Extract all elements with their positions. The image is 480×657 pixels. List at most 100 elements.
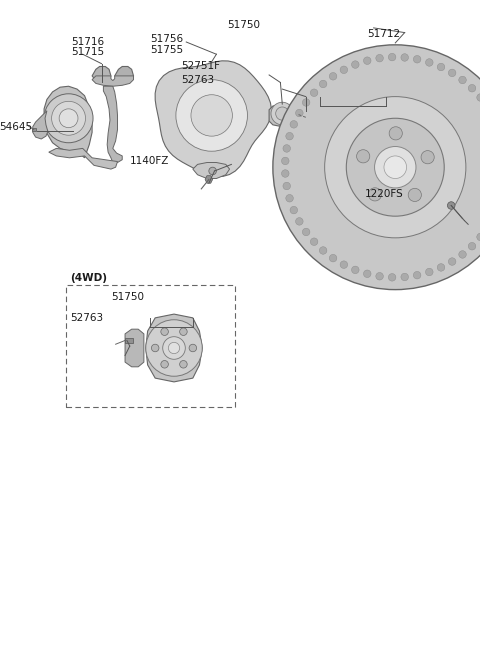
Circle shape (336, 110, 360, 134)
Text: 51750: 51750 (228, 20, 261, 30)
Circle shape (151, 344, 159, 351)
Text: 51716: 51716 (72, 37, 105, 47)
Text: 52763: 52763 (71, 313, 104, 323)
Polygon shape (312, 89, 320, 155)
Circle shape (176, 79, 248, 151)
Circle shape (468, 242, 476, 250)
Circle shape (477, 233, 480, 240)
Circle shape (329, 254, 337, 262)
Polygon shape (125, 329, 144, 367)
Circle shape (413, 55, 421, 63)
Circle shape (459, 251, 466, 258)
Circle shape (168, 342, 180, 353)
Polygon shape (320, 86, 376, 158)
Circle shape (426, 58, 433, 66)
Circle shape (52, 101, 85, 135)
Text: 1140FZ: 1140FZ (130, 156, 169, 166)
Text: 52763: 52763 (181, 75, 215, 85)
Circle shape (374, 147, 416, 188)
Text: 51750: 51750 (111, 292, 144, 302)
Circle shape (355, 136, 362, 144)
Text: 1220FS: 1220FS (365, 189, 404, 198)
Circle shape (401, 273, 408, 281)
Polygon shape (92, 76, 133, 86)
Circle shape (334, 136, 342, 144)
Circle shape (286, 133, 293, 140)
Circle shape (329, 72, 337, 80)
Polygon shape (205, 175, 213, 183)
Circle shape (191, 95, 232, 136)
Circle shape (437, 263, 445, 271)
Circle shape (408, 189, 421, 202)
Circle shape (282, 170, 289, 177)
Circle shape (163, 336, 185, 359)
Circle shape (282, 157, 289, 165)
Polygon shape (146, 314, 202, 382)
Circle shape (413, 271, 421, 279)
Polygon shape (44, 86, 92, 158)
Circle shape (286, 194, 293, 202)
Text: 54645: 54645 (0, 122, 33, 132)
Circle shape (324, 118, 331, 125)
Circle shape (276, 107, 289, 120)
Circle shape (59, 109, 78, 127)
Polygon shape (155, 61, 271, 177)
Circle shape (340, 261, 348, 269)
Text: 52751F: 52751F (181, 62, 220, 72)
Circle shape (290, 121, 298, 128)
Circle shape (477, 94, 480, 101)
Polygon shape (92, 66, 111, 83)
Circle shape (351, 61, 359, 68)
Circle shape (365, 118, 372, 125)
Text: 51715: 51715 (72, 47, 105, 57)
Circle shape (283, 182, 290, 190)
Circle shape (459, 76, 466, 83)
Circle shape (376, 273, 384, 280)
Circle shape (388, 273, 396, 281)
Circle shape (319, 80, 327, 88)
Circle shape (180, 361, 187, 368)
Text: 51755: 51755 (150, 45, 183, 55)
Circle shape (448, 258, 456, 265)
Circle shape (376, 55, 384, 62)
Circle shape (302, 99, 310, 106)
Circle shape (296, 217, 303, 225)
Circle shape (311, 89, 318, 97)
Polygon shape (32, 127, 36, 131)
Circle shape (189, 344, 197, 351)
Circle shape (340, 66, 348, 74)
Circle shape (209, 168, 216, 175)
Circle shape (273, 45, 480, 290)
Circle shape (271, 102, 294, 125)
Polygon shape (103, 86, 122, 162)
Circle shape (437, 63, 445, 71)
Circle shape (318, 92, 378, 152)
Polygon shape (193, 162, 229, 179)
Circle shape (351, 266, 359, 273)
Text: 51756: 51756 (150, 34, 183, 44)
Circle shape (334, 101, 342, 108)
Circle shape (448, 69, 456, 77)
Polygon shape (125, 338, 132, 344)
Circle shape (426, 268, 433, 276)
Circle shape (44, 94, 93, 143)
Circle shape (319, 247, 327, 254)
Polygon shape (303, 114, 309, 120)
Circle shape (468, 85, 476, 92)
Circle shape (290, 206, 298, 214)
Circle shape (388, 53, 396, 61)
Circle shape (146, 320, 202, 376)
Circle shape (342, 116, 355, 129)
Text: 51712: 51712 (367, 30, 400, 39)
Circle shape (447, 202, 455, 210)
Polygon shape (115, 66, 133, 83)
Circle shape (180, 328, 187, 336)
Circle shape (324, 97, 466, 238)
Circle shape (161, 328, 168, 336)
Circle shape (346, 118, 444, 216)
Circle shape (363, 270, 371, 277)
Polygon shape (49, 148, 118, 169)
Circle shape (283, 145, 290, 152)
Circle shape (363, 57, 371, 64)
Circle shape (384, 156, 407, 179)
